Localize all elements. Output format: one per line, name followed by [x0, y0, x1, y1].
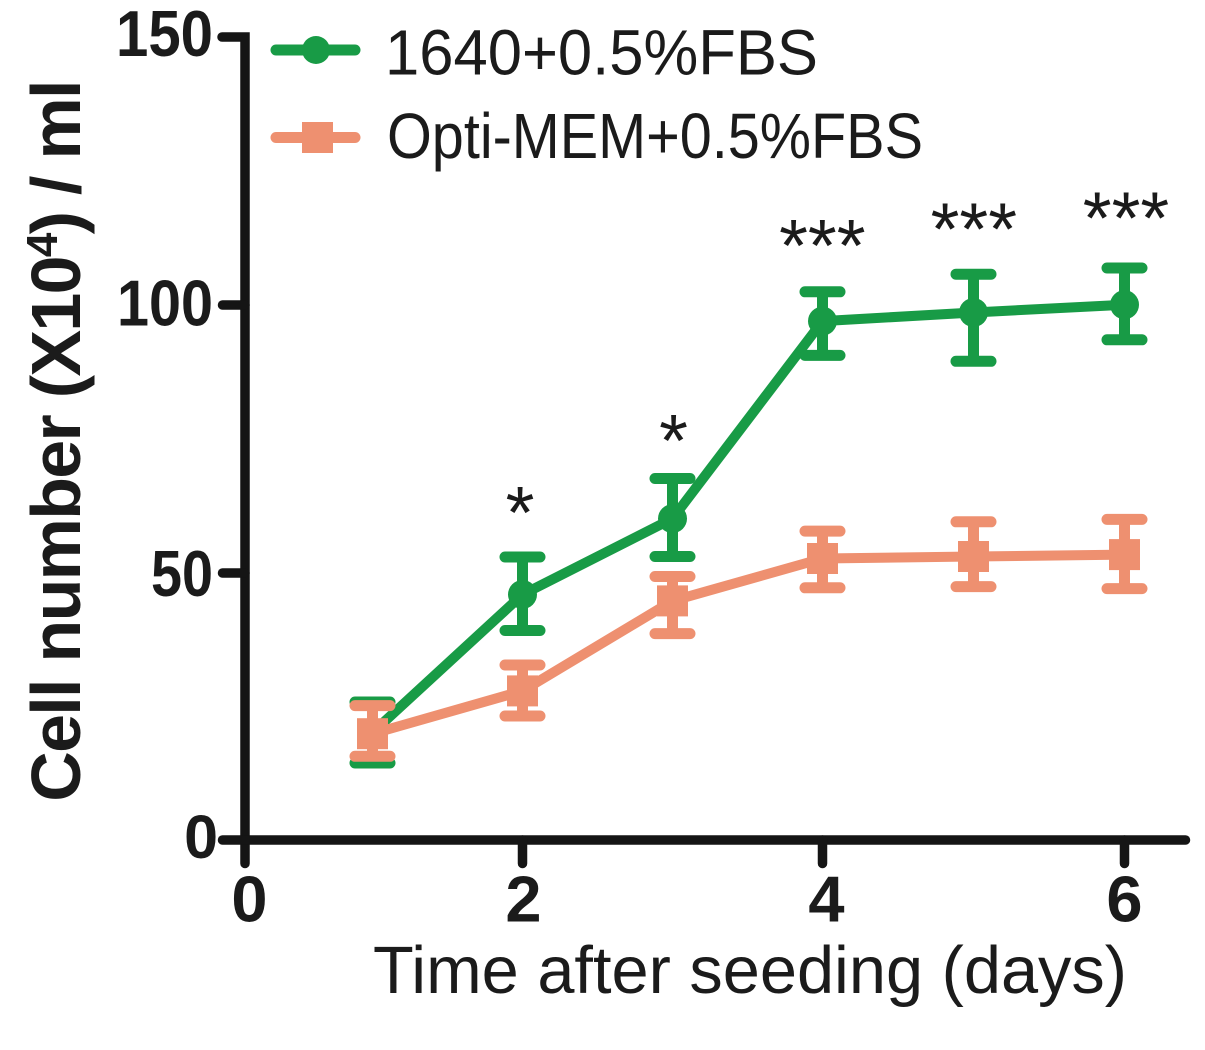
svg-text:Opti-MEM+0.5%FBS: Opti-MEM+0.5%FBS: [387, 100, 923, 172]
svg-text:50: 50: [151, 537, 213, 610]
svg-text:1640+0.5%FBS: 1640+0.5%FBS: [385, 17, 818, 89]
svg-text:*: *: [659, 399, 688, 482]
svg-text:2: 2: [505, 863, 541, 936]
svg-text:150: 150: [116, 0, 213, 70]
svg-text:Time after seeding (days): Time after seeding (days): [373, 933, 1127, 1008]
svg-text:0: 0: [184, 803, 218, 871]
svg-text:100: 100: [117, 267, 213, 340]
svg-text:***: ***: [1083, 177, 1169, 260]
svg-text:4: 4: [808, 863, 844, 936]
svg-text:Cell number (X104) / ml: Cell number (X104) / ml: [17, 81, 95, 802]
svg-text:***: ***: [931, 188, 1017, 271]
svg-text:***: ***: [779, 204, 865, 287]
svg-text:*: *: [506, 471, 535, 554]
svg-text:6: 6: [1106, 863, 1142, 936]
svg-text:0: 0: [231, 863, 267, 936]
